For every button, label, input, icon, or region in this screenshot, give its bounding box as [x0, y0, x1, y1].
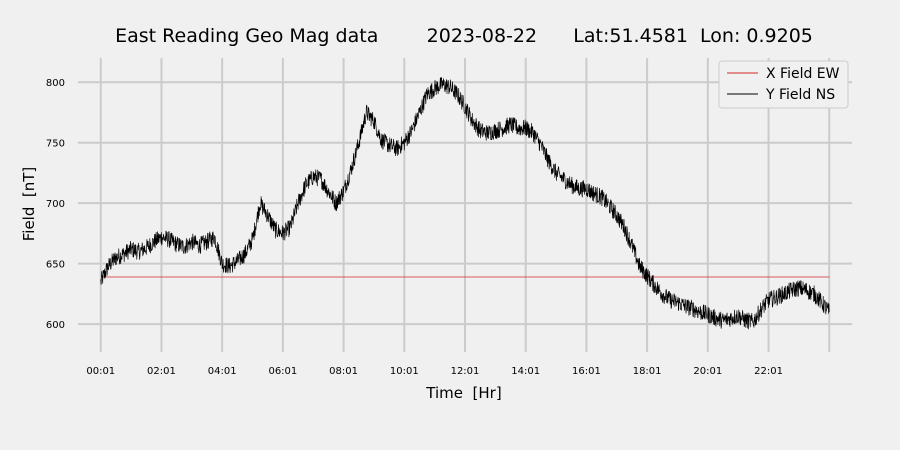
y-gridlines [78, 81, 852, 326]
x-tick-label: 08:01 [329, 366, 358, 377]
series-line-y-field-ns [100, 76, 830, 330]
y-axis-ticks: 600 650 700 750 800 [46, 78, 65, 331]
y-tick-label: 750 [46, 139, 65, 150]
x-tick-label: 10:01 [390, 366, 419, 377]
legend-label-x-field-ew: X Field EW [766, 66, 840, 82]
x-tick-label: 00:01 [86, 366, 115, 377]
y-tick-label: 800 [46, 78, 65, 89]
x-axis-label: Time [Hr] [425, 384, 501, 402]
x-axis-ticks: 00:01 02:01 04:01 06:01 08:01 10:01 12:01 14:01… [86, 366, 783, 377]
x-tick-label: 20:01 [693, 366, 722, 377]
x-gridlines [99, 58, 831, 352]
legend: X Field EW Y Field NS [718, 60, 849, 109]
x-tick-label: 16:01 [572, 366, 601, 377]
x-tick-label: 02:01 [147, 366, 176, 377]
x-tick-label: 04:01 [208, 366, 237, 377]
x-tick-label: 14:01 [511, 366, 540, 377]
x-tick-label: 18:01 [633, 366, 662, 377]
chart-title: East Reading Geo Mag data 2023-08-22 Lat… [115, 25, 813, 47]
plot-series [100, 76, 830, 330]
y-tick-label: 700 [46, 199, 65, 210]
y-tick-label: 600 [46, 320, 65, 331]
x-tick-label: 22:01 [754, 366, 783, 377]
y-tick-label: 650 [46, 260, 65, 271]
legend-label-y-field-ns: Y Field NS [765, 87, 835, 103]
x-tick-label: 12:01 [451, 366, 480, 377]
x-tick-label: 06:01 [268, 366, 297, 377]
y-axis-label: Field [nT] [20, 167, 38, 242]
